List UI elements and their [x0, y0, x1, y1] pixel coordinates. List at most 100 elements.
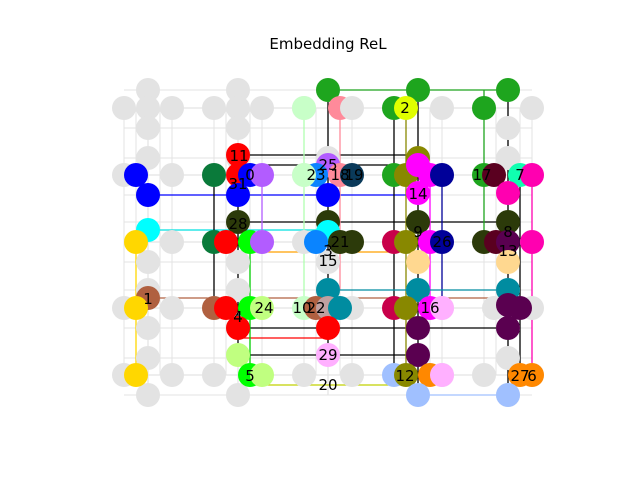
unused-node: [136, 250, 160, 274]
unused-node: [136, 96, 160, 120]
node-label: 0: [245, 166, 255, 184]
node-label: 12: [395, 367, 414, 385]
unused-node: [496, 116, 520, 140]
embedded-node: [496, 210, 520, 234]
node-label: 18: [330, 166, 349, 184]
node-label: 4: [233, 308, 243, 326]
node-label: 15: [318, 252, 337, 270]
node-label: 28: [228, 215, 247, 233]
embedded-node: [250, 296, 274, 320]
embedded-node: [124, 230, 148, 254]
unused-node: [136, 78, 160, 102]
unused-node: [136, 146, 160, 170]
node-label: 2: [400, 99, 410, 117]
unused-node: [136, 383, 160, 407]
unused-node: [472, 363, 496, 387]
embedded-node: [520, 363, 544, 387]
embedded-node: [520, 163, 544, 187]
unused-node: [160, 296, 184, 320]
embedded-node: [292, 96, 316, 120]
embedded-node: [226, 210, 250, 234]
embedded-node: [406, 181, 430, 205]
node-label: 5: [245, 367, 255, 385]
embedded-node: [406, 250, 430, 274]
embedded-node: [406, 78, 430, 102]
unused-node: [226, 96, 250, 120]
node-label: 3: [323, 242, 333, 260]
embedded-node: [394, 96, 418, 120]
unused-node: [496, 346, 520, 370]
node-label: 17: [472, 166, 491, 184]
embedded-node: [496, 316, 520, 340]
embedded-node: [316, 78, 340, 102]
embedded-node: [508, 296, 532, 320]
embedded-node: [340, 163, 364, 187]
unused-node: [496, 146, 520, 170]
unused-node: [250, 96, 274, 120]
unused-node: [202, 363, 226, 387]
embedded-node: [124, 163, 148, 187]
embedded-node: [406, 278, 430, 302]
unused-node: [292, 363, 316, 387]
embedded-node: [406, 316, 430, 340]
embedded-node: [472, 96, 496, 120]
embedded-node: [406, 343, 430, 367]
embedded-node: [316, 343, 340, 367]
unused-node: [112, 96, 136, 120]
unused-node: [226, 116, 250, 140]
node-label: 7: [515, 166, 525, 184]
embedded-node: [328, 296, 352, 320]
embedded-node: [496, 181, 520, 205]
diagram-title: Embedding ReL: [269, 35, 387, 53]
node-label: 9: [413, 223, 423, 241]
embedded-node: [136, 183, 160, 207]
embedded-node: [496, 383, 520, 407]
embedded-node: [124, 296, 148, 320]
node-label: 13: [498, 242, 517, 260]
node-label: 24: [254, 299, 273, 317]
node-label: 29: [318, 346, 337, 364]
embedded-node: [430, 296, 454, 320]
embedded-node: [430, 363, 454, 387]
embedded-node: [250, 163, 274, 187]
node-label: 20: [318, 376, 337, 394]
embedded-node: [340, 96, 364, 120]
unused-node: [160, 363, 184, 387]
embedded-node: [406, 210, 430, 234]
embedded-node: [430, 163, 454, 187]
embedded-node: [496, 78, 520, 102]
embedded-node: [394, 230, 418, 254]
unused-node: [340, 363, 364, 387]
embedded-node: [226, 143, 250, 167]
unused-node: [202, 96, 226, 120]
unused-node: [136, 116, 160, 140]
embedded-node: [406, 383, 430, 407]
node-label: 8: [503, 223, 513, 241]
node-label: 21: [330, 233, 349, 251]
embedded-node: [316, 183, 340, 207]
node-label: 25: [318, 156, 337, 174]
embedded-node: [226, 183, 250, 207]
embedded-node: [496, 230, 520, 254]
embedded-node: [316, 278, 340, 302]
node-label: 14: [408, 185, 427, 203]
embedded-node: [202, 163, 226, 187]
unused-node: [226, 278, 250, 302]
node-label: 10: [292, 299, 311, 317]
unused-node: [226, 250, 250, 274]
unused-node: [160, 163, 184, 187]
embedded-node: [292, 163, 316, 187]
embedded-node: [482, 163, 506, 187]
embedded-node: [226, 316, 250, 340]
embedded-node: [340, 230, 364, 254]
embedded-node: [496, 250, 520, 274]
unused-node: [226, 78, 250, 102]
embedded-node: [316, 316, 340, 340]
embedded-node: [304, 230, 328, 254]
node-label: 19: [344, 166, 363, 184]
unused-node: [430, 96, 454, 120]
embedded-node: [394, 363, 418, 387]
embedded-node: [520, 230, 544, 254]
